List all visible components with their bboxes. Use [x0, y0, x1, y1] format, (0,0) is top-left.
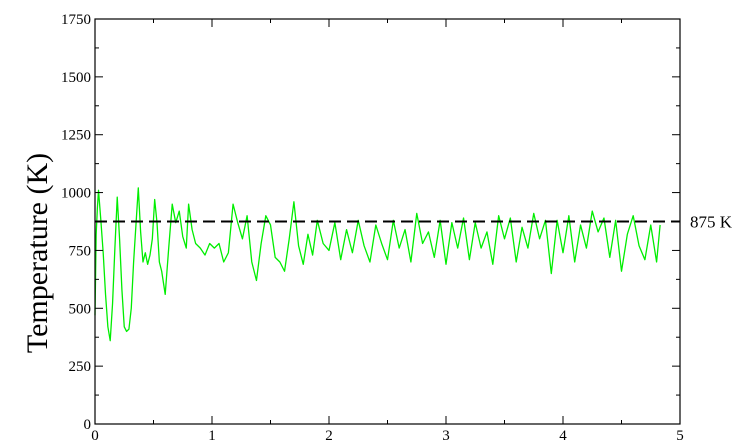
- x-tick-label: 4: [559, 428, 567, 440]
- axes-layer: [94, 18, 681, 425]
- y-tick-label: 1000: [61, 186, 91, 202]
- y-tick-label: 1250: [61, 128, 91, 144]
- x-tick-label: 3: [442, 428, 450, 440]
- temperature-series-line: [94, 187, 661, 342]
- x-tick-label: 5: [676, 428, 684, 440]
- x-tick-label: 0: [91, 428, 99, 440]
- reference-line-label: 875 K: [690, 213, 733, 232]
- labels-layer: 875 K 0 250 500 750 1000 1250 1500 1750 0 1 2 3 4 5: [61, 12, 733, 440]
- y-tick-label: 750: [69, 243, 92, 259]
- y-axis-title: Temperature (K): [21, 153, 54, 353]
- y-tick-label: 500: [69, 301, 92, 317]
- x-tick-label: 2: [325, 428, 333, 440]
- y-tick-label: 1500: [61, 70, 91, 86]
- series-layer: [94, 187, 680, 342]
- y-tick-label: 0: [84, 417, 92, 433]
- y-tick-label: 250: [69, 359, 92, 375]
- x-tick-label: 1: [208, 428, 216, 440]
- y-tick-label: 1750: [61, 12, 91, 28]
